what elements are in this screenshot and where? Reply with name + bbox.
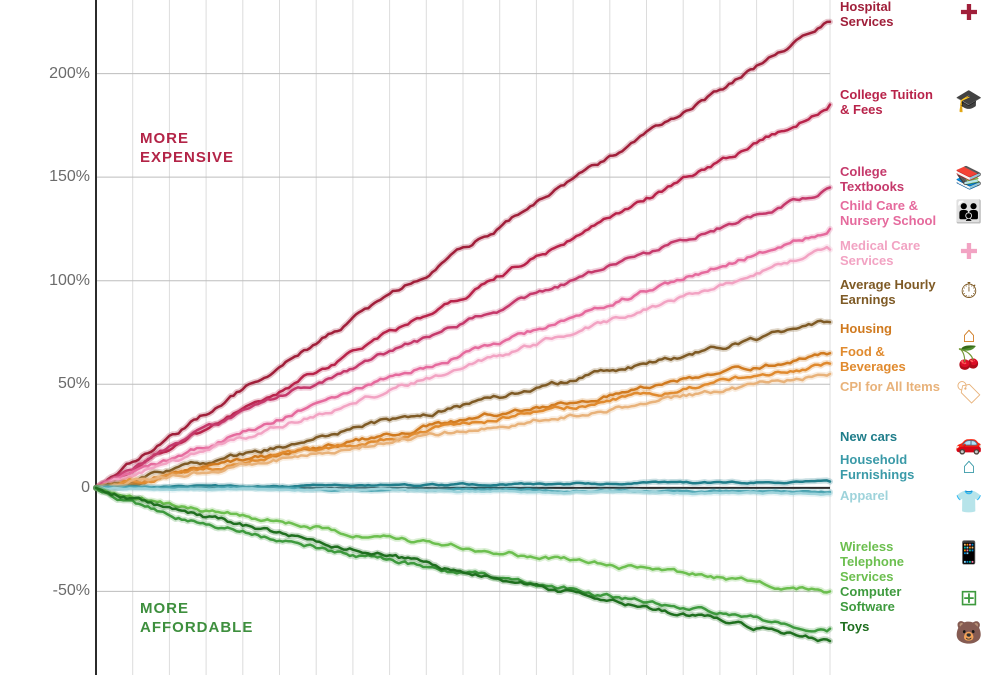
series-icon: ✚ bbox=[952, 0, 986, 28]
series-label: College Textbooks bbox=[840, 165, 940, 195]
series-label: Average Hourly Earnings bbox=[840, 278, 940, 308]
series-icon: 📚 bbox=[952, 163, 986, 193]
region-expensive-label: MOREEXPENSIVE bbox=[140, 130, 234, 168]
gradcap-icon: 🎓 bbox=[955, 90, 982, 112]
y-axis-label: 50% bbox=[58, 375, 90, 393]
furnish-icon: ⌂ bbox=[962, 455, 975, 477]
series-icon: ⌂ bbox=[952, 451, 986, 481]
food-icon: 🍒 bbox=[955, 347, 982, 369]
series-label: Household Furnishings bbox=[840, 453, 940, 483]
apparel-icon: 👕 bbox=[955, 491, 982, 513]
series-label: CPI for All Items bbox=[840, 380, 940, 395]
series-icon: 🎓 bbox=[952, 86, 986, 116]
series-icon: 👕 bbox=[952, 487, 986, 517]
earnings-icon: ⏱ bbox=[960, 280, 977, 302]
hospital-icon: ✚ bbox=[960, 2, 978, 24]
series-icon: 📱 bbox=[952, 538, 986, 568]
series-icon: 🏷 bbox=[952, 378, 986, 408]
series-icon: ⏱ bbox=[952, 276, 986, 306]
series-icon: ⊞ bbox=[952, 583, 986, 613]
series-label: Housing bbox=[840, 322, 892, 337]
software-icon: ⊞ bbox=[960, 587, 978, 609]
series-icon: 👪 bbox=[952, 197, 986, 227]
medical-icon: ✚ bbox=[960, 241, 978, 263]
series-label: Toys bbox=[840, 620, 869, 635]
series-icon: ✚ bbox=[952, 237, 986, 267]
series-label: New cars bbox=[840, 430, 897, 445]
series-label: Computer Software bbox=[840, 585, 940, 615]
y-axis-label: 200% bbox=[49, 65, 90, 83]
series-label: College Tuition & Fees bbox=[840, 88, 940, 118]
series-icon: 🍒 bbox=[952, 343, 986, 373]
series-label: Wireless Telephone Services bbox=[840, 540, 940, 585]
series-icon: 🐻 bbox=[952, 618, 986, 648]
series-label: Apparel bbox=[840, 489, 888, 504]
y-axis-label: 150% bbox=[49, 168, 90, 186]
price-change-chart: MOREEXPENSIVE MOREAFFORDABLE -50% 0 50% 100… bbox=[0, 0, 1000, 675]
family-icon: 👪 bbox=[955, 201, 982, 223]
series-label: Child Care & Nursery School bbox=[840, 199, 940, 229]
series-label: Hospital Services bbox=[840, 0, 940, 30]
phone-icon: 📱 bbox=[955, 542, 982, 564]
y-axis-label: 100% bbox=[49, 272, 90, 290]
series-label: Medical Care Services bbox=[840, 239, 940, 269]
y-axis-label: -50% bbox=[53, 582, 90, 600]
y-axis-label: 0 bbox=[81, 479, 90, 497]
toys-icon: 🐻 bbox=[955, 622, 982, 644]
books-icon: 📚 bbox=[955, 167, 982, 189]
region-affordable-label: MOREAFFORDABLE bbox=[140, 600, 253, 638]
series-label: Food & Beverages bbox=[840, 345, 940, 375]
cpi-icon: 🏷 bbox=[955, 382, 983, 404]
